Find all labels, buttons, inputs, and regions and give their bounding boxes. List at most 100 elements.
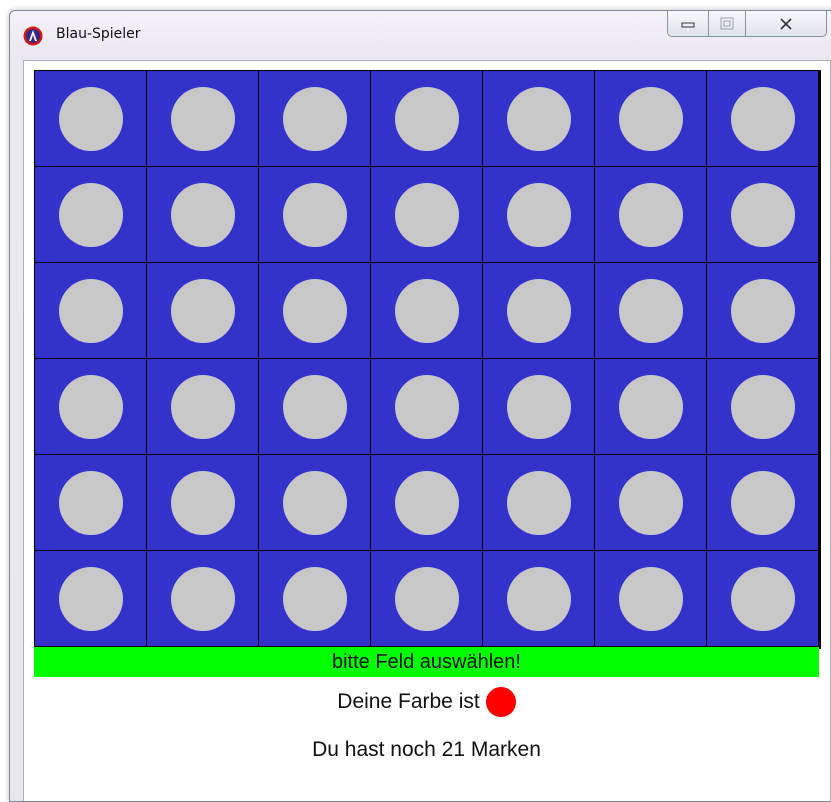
game-board[interactable] — [34, 70, 821, 649]
board-cell[interactable] — [35, 167, 147, 263]
board-cell[interactable] — [707, 263, 819, 359]
minimize-icon — [681, 22, 695, 27]
board-slot-disc — [506, 182, 571, 247]
board-cell[interactable] — [259, 263, 371, 359]
board-slot-disc — [730, 278, 795, 343]
maximize-icon — [720, 17, 734, 29]
board-cell[interactable] — [483, 167, 595, 263]
board-cell[interactable] — [147, 71, 259, 167]
board-slot-disc — [170, 278, 235, 343]
board-cell[interactable] — [371, 359, 483, 455]
board-cell[interactable] — [707, 455, 819, 551]
board-slot-disc — [618, 86, 683, 151]
board-cell[interactable] — [147, 167, 259, 263]
board-slot-disc — [282, 374, 347, 439]
window-title: Blau-Spieler — [56, 26, 141, 42]
board-slot-disc — [58, 470, 123, 535]
close-button[interactable] — [745, 11, 827, 37]
board-slot-disc — [618, 278, 683, 343]
board-cell[interactable] — [259, 359, 371, 455]
player-color-indicator — [485, 687, 516, 717]
board-slot-disc — [618, 470, 683, 535]
board-slot-disc — [730, 86, 795, 151]
board-slot-disc — [394, 278, 459, 343]
board-slot-disc — [58, 374, 123, 439]
title-bar[interactable]: Blau-Spieler — [10, 11, 831, 57]
board-cell[interactable] — [371, 551, 483, 647]
board-cell[interactable] — [483, 263, 595, 359]
board-slot-disc — [730, 374, 795, 439]
minimize-button[interactable] — [667, 11, 709, 37]
board-slot-disc — [730, 182, 795, 247]
board-cell[interactable] — [707, 359, 819, 455]
board-slot-disc — [506, 374, 571, 439]
app-window: Blau-Spieler bitte Feld auswählen! Deine… — [9, 10, 831, 802]
remaining-markers-text: Du hast noch 21 Marken — [312, 738, 541, 761]
board-cell[interactable] — [259, 167, 371, 263]
maximize-button[interactable] — [708, 11, 746, 37]
board-cell[interactable] — [707, 551, 819, 647]
board-cell[interactable] — [707, 71, 819, 167]
board-slot-disc — [394, 86, 459, 151]
board-slot-disc — [506, 86, 571, 151]
board-cell[interactable] — [595, 551, 707, 647]
board-cell[interactable] — [35, 359, 147, 455]
board-slot-disc — [170, 470, 235, 535]
board-cell[interactable] — [35, 455, 147, 551]
board-cell[interactable] — [259, 551, 371, 647]
board-cell[interactable] — [259, 71, 371, 167]
board-slot-disc — [618, 374, 683, 439]
board-cell[interactable] — [483, 455, 595, 551]
board-cell[interactable] — [259, 455, 371, 551]
board-cell[interactable] — [595, 167, 707, 263]
app-logo-icon — [23, 26, 43, 46]
player-color-info: Deine Farbe ist — [34, 685, 819, 719]
status-text: bitte Feld auswählen! — [331, 650, 521, 673]
board-cell[interactable] — [35, 71, 147, 167]
board-slot-disc — [394, 470, 459, 535]
board-cell[interactable] — [147, 359, 259, 455]
board-slot-disc — [282, 86, 347, 151]
player-color-label: Deine Farbe ist — [337, 690, 480, 713]
remaining-markers-info: Du hast noch 21 Marken — [34, 733, 819, 767]
board-slot-disc — [282, 566, 347, 631]
board-cell[interactable] — [371, 263, 483, 359]
board-cell[interactable] — [595, 359, 707, 455]
board-slot-disc — [170, 86, 235, 151]
board-slot-disc — [730, 566, 795, 631]
board-cell[interactable] — [147, 551, 259, 647]
board-cell[interactable] — [483, 71, 595, 167]
board-slot-disc — [58, 86, 123, 151]
board-slot-disc — [394, 182, 459, 247]
board-cell[interactable] — [483, 359, 595, 455]
board-cell[interactable] — [147, 455, 259, 551]
board-slot-disc — [618, 182, 683, 247]
board-slot-disc — [58, 182, 123, 247]
board-slot-disc — [282, 182, 347, 247]
board-cell[interactable] — [147, 263, 259, 359]
client-area: bitte Feld auswählen! Deine Farbe ist Du… — [23, 60, 831, 801]
board-slot-disc — [394, 566, 459, 631]
board-slot-disc — [282, 278, 347, 343]
board-cell[interactable] — [371, 71, 483, 167]
board-slot-disc — [730, 470, 795, 535]
board-slot-disc — [394, 374, 459, 439]
board-slot-disc — [170, 182, 235, 247]
board-cell[interactable] — [483, 551, 595, 647]
board-slot-disc — [170, 566, 235, 631]
board-cell[interactable] — [595, 455, 707, 551]
board-slot-disc — [506, 566, 571, 631]
board-cell[interactable] — [595, 71, 707, 167]
board-cell[interactable] — [35, 263, 147, 359]
board-cell[interactable] — [35, 551, 147, 647]
board-cell[interactable] — [371, 167, 483, 263]
board-cell[interactable] — [371, 455, 483, 551]
board-cell[interactable] — [707, 167, 819, 263]
board-slot-disc — [618, 566, 683, 631]
board-slot-disc — [506, 470, 571, 535]
board-slot-disc — [282, 470, 347, 535]
board-slot-disc — [170, 374, 235, 439]
close-icon — [780, 17, 792, 30]
board-cell[interactable] — [595, 263, 707, 359]
board-slot-disc — [58, 278, 123, 343]
